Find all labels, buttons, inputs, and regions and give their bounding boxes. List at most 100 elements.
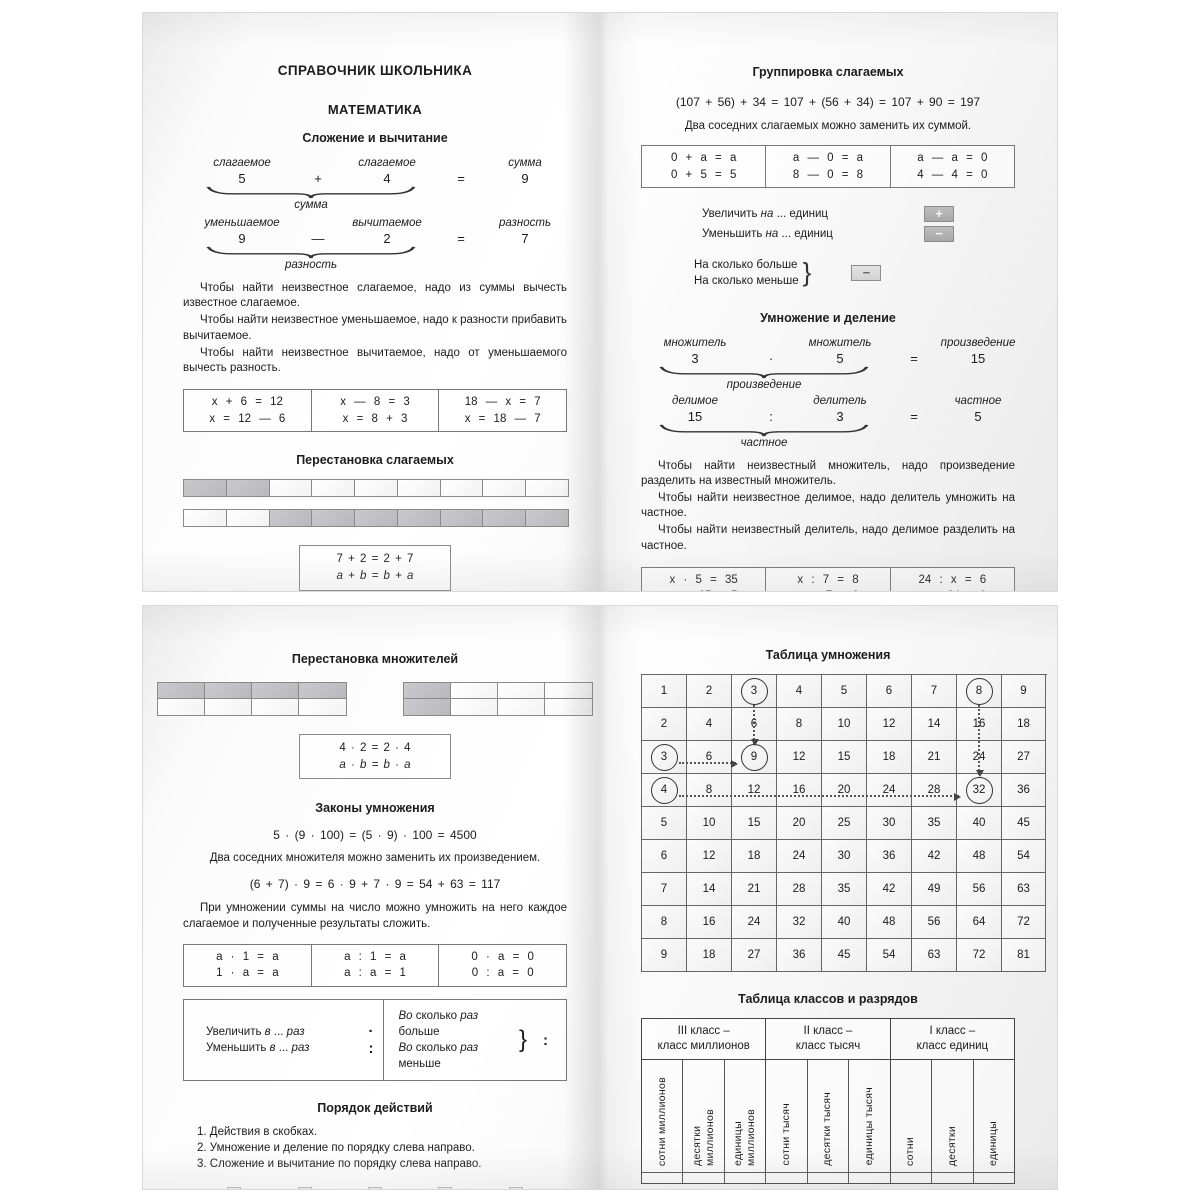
equation-cell: x + 6 = 12 x = 12 — 6 (184, 390, 312, 432)
mult-table-cell: 40 (822, 906, 867, 939)
text-line: На сколько меньше (694, 274, 799, 287)
page-tables: Таблица умножения 1 2 3 4 5 6 7 8 9 2 4 6 8 10 12 14 16 1… (601, 606, 1057, 1189)
decrease-units-row: Уменьшить на ... единиц − (702, 226, 954, 243)
equation-line: a — a = 0 (917, 152, 988, 164)
mult-table-cell: 36 (867, 840, 912, 873)
empty-cell (891, 1172, 933, 1183)
order-rules: 1. Действия в скобках. 2. Умножение и дел… (197, 1125, 567, 1173)
bar-segment (526, 510, 569, 527)
text-line: 3. Сложение и вычитание по порядку слева… (197, 1158, 482, 1171)
digit-column: десятки (932, 1059, 974, 1172)
mult-table-cell: 63 (1002, 873, 1046, 906)
equation-token: 3 (691, 350, 699, 366)
digit-column-label: единицы тысяч (862, 1087, 875, 1166)
mult-table-cell: 8 (777, 708, 822, 741)
mult-table-cell: 35 (822, 873, 867, 906)
colon-icon: : (368, 1040, 374, 1058)
digit-column: единицы (974, 1060, 1014, 1172)
grid-cell (205, 683, 252, 699)
bar-segment (184, 510, 227, 527)
mult-table-cell: 9 (642, 939, 687, 972)
section-heading-order: Порядок действий (317, 1101, 433, 1116)
digit-column-label: сотни миллионов (655, 1076, 668, 1166)
bar-segment (184, 480, 227, 497)
book-spread-bottom: Перестановка множителей 4 · 2 = 2 · 4 a ·… (142, 605, 1058, 1190)
order-badge: 5 (508, 1186, 523, 1189)
grid-cell (158, 699, 205, 715)
number-token: 25 (537, 1187, 565, 1189)
classes-digits-table: III класс – класс миллионов II класс – клас… (641, 1018, 1015, 1184)
rule-paragraph: Чтобы найти неизвестный делитель, надо д… (641, 524, 1015, 552)
equation-cell: a — 0 = a 8 — 0 = 8 (766, 146, 891, 188)
bar-diagram-2 (183, 509, 569, 528)
term-label: слагаемое (213, 157, 271, 169)
rule-paragraph: Чтобы найти неизвестный множитель, надо … (641, 459, 1015, 487)
minus-icon: − (924, 226, 954, 243)
mult-table-cell: 72 (957, 939, 1002, 972)
increase-units-label: Увеличить на ... единиц (702, 208, 829, 221)
text-line: Уменьшить в ... раз (206, 1042, 310, 1055)
times-box: Увеличить в ... раз Уменьшить в ... раз ·… (183, 999, 567, 1082)
grid-cell (205, 699, 252, 715)
empty-cell (808, 1172, 850, 1183)
mult-table-cell: 28 (912, 774, 957, 807)
page-grouping-multiplication: Группировка слагаемых (107 + 56) + 34 = … (601, 13, 1057, 591)
number-token: 7 (326, 1187, 354, 1189)
digit-column-label: сотни тысяч (779, 1103, 792, 1166)
bar-segment (397, 510, 441, 527)
decrease-units-label: Уменьшить на ... единиц (702, 228, 833, 241)
equation-token: 9 (521, 171, 529, 186)
factor-grid-2 (403, 682, 593, 716)
bar-segment (226, 510, 270, 527)
dot-icon: · (368, 1023, 374, 1041)
equation-line: 4 · 2 = 2 · 4 (339, 742, 411, 754)
grid-cell (451, 683, 498, 699)
class-group-header: III класс – класс миллионов (642, 1019, 767, 1059)
class-group-line: класс миллионов (657, 1039, 750, 1052)
equation-line: 4 — 4 = 0 (917, 168, 988, 181)
times-compare-labels: Во сколько раз больше Во сколько раз мень… (398, 1008, 517, 1072)
term-label: множитель (808, 336, 872, 349)
mult-table-cell: 7 (642, 873, 687, 906)
equation-line: x = 7 · 8 (768, 588, 887, 591)
mult-table-cell: 35 (912, 807, 957, 840)
circled-value: 32 (965, 776, 993, 804)
mult-table-cell: 15 (732, 807, 777, 840)
mult-table-cell: 18 (732, 840, 777, 873)
equation-token: + (314, 171, 322, 186)
equation-cell: x · 5 = 35 x = 35 : 5 (642, 567, 767, 591)
unknown-addend-table: x + 6 = 12 x = 12 — 6 x — 8 = 3 x = 8 + 3 18… (183, 389, 567, 433)
grid-cell (545, 699, 592, 715)
class-group-line: класс единиц (916, 1039, 989, 1052)
circled-value: 3 (740, 677, 768, 705)
equation-cell: 0 · a = 0 0 : a = 0 (439, 945, 566, 986)
rule-paragraph: Чтобы найти неизвестное делимое, надо де… (641, 492, 1015, 520)
bar-segment (312, 480, 356, 497)
equation-token: 4 (383, 171, 391, 186)
equation-line: a : 1 = a (344, 950, 406, 963)
mult-table-cell: 14 (687, 873, 732, 906)
mult-table-cell: 12 (777, 741, 822, 774)
page-addition-subtraction: СПРАВОЧНИК ШКОЛЬНИКА МАТЕМАТИКА Сложение… (143, 13, 601, 591)
mult-table-cell: 12 (732, 774, 777, 807)
mult-table-cell: 30 (822, 840, 867, 873)
bar-segment (355, 480, 398, 497)
mult-table-cell: 12 (867, 708, 912, 741)
mult-table-cell: 2 (642, 708, 687, 741)
digit-column: единицы тысяч (849, 1059, 891, 1172)
class-table-empty-row (642, 1171, 1014, 1183)
equation-token: = (910, 350, 918, 366)
mult-table-cell: 36 (777, 939, 822, 972)
equation-line: a : a = 1 (344, 967, 406, 980)
mult-table-cell: 54 (867, 939, 912, 972)
grid-cell (252, 683, 299, 699)
mult-table-row: 2 4 6 8 10 12 14 16 18 (642, 708, 1047, 741)
class-group-line: класс тысяч (795, 1039, 861, 1052)
mult-table-cell: 32 (957, 774, 1002, 807)
bar-diagram-1 (183, 479, 569, 498)
how-many-times: Во сколько раз больше Во сколько раз мень… (384, 1000, 566, 1080)
product-diagram: множитель множитель произведение 3 · 5 = 15 прои… (641, 337, 1015, 391)
digit-column: сотни тысяч (766, 1059, 808, 1172)
